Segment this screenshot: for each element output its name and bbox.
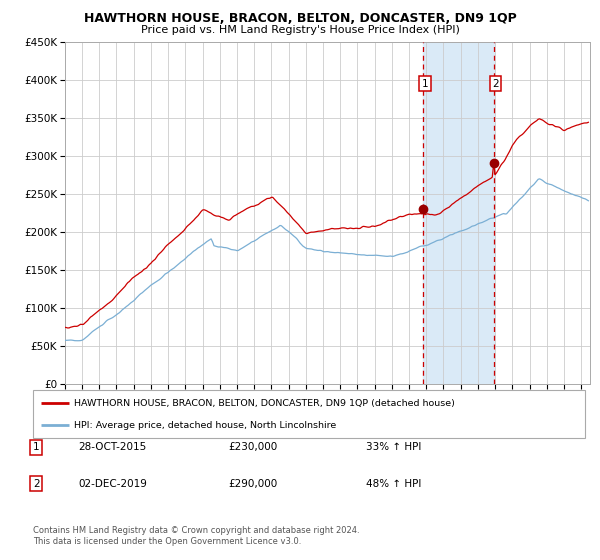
Text: 2: 2 [492,79,499,88]
Text: HPI: Average price, detached house, North Lincolnshire: HPI: Average price, detached house, Nort… [74,421,337,430]
Text: Contains HM Land Registry data © Crown copyright and database right 2024.
This d: Contains HM Land Registry data © Crown c… [33,526,359,546]
Text: £230,000: £230,000 [228,442,277,452]
Bar [424,42,494,384]
Text: £290,000: £290,000 [228,479,277,489]
Text: 2: 2 [33,479,40,489]
Text: HAWTHORN HOUSE, BRACON, BELTON, DONCASTER, DN9 1QP (detached house): HAWTHORN HOUSE, BRACON, BELTON, DONCASTE… [74,399,455,408]
Text: 28-OCT-2015: 28-OCT-2015 [78,442,146,452]
Text: 1: 1 [422,79,428,88]
Text: 02-DEC-2019: 02-DEC-2019 [78,479,147,489]
Text: Price paid vs. HM Land Registry's House Price Index (HPI): Price paid vs. HM Land Registry's House … [140,25,460,35]
Text: 48% ↑ HPI: 48% ↑ HPI [366,479,421,489]
Text: 33% ↑ HPI: 33% ↑ HPI [366,442,421,452]
Text: 1: 1 [33,442,40,452]
Text: HAWTHORN HOUSE, BRACON, BELTON, DONCASTER, DN9 1QP: HAWTHORN HOUSE, BRACON, BELTON, DONCASTE… [83,12,517,25]
